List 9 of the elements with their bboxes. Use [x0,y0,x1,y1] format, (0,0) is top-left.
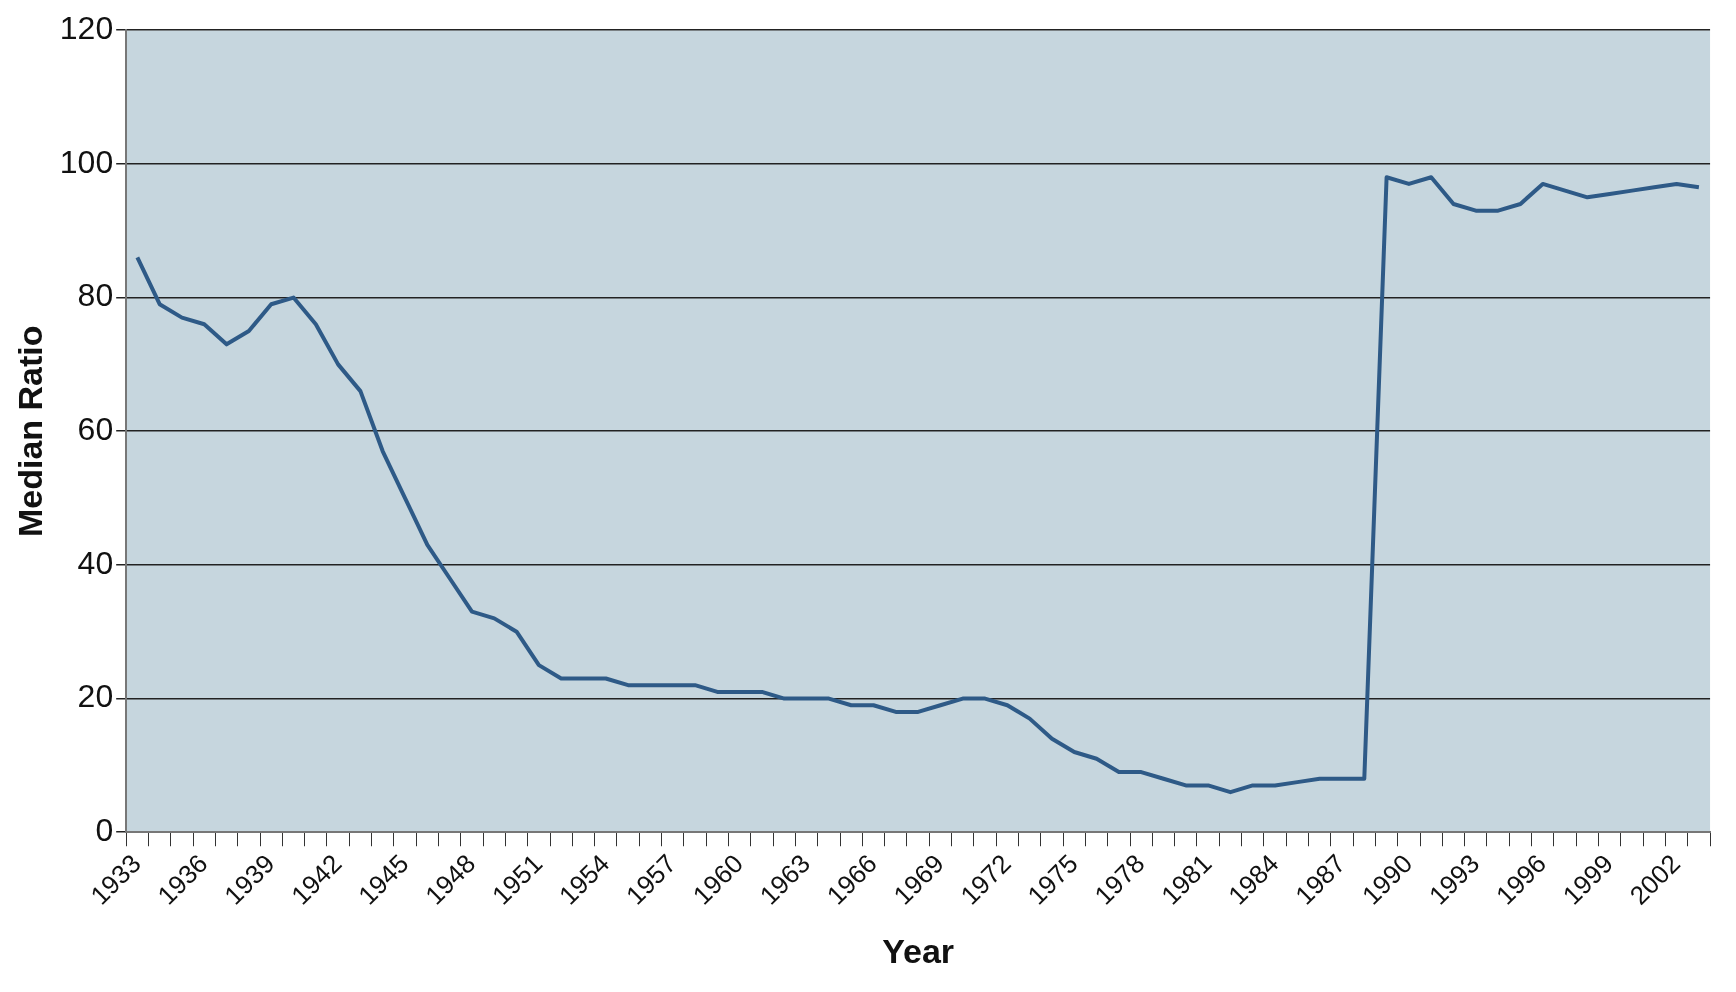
y-tick-label: 0 [95,812,114,849]
y-tick-label: 100 [59,143,114,180]
x-axis-title: Year [882,931,955,970]
y-tick-label: 120 [59,10,114,47]
y-tick-label: 20 [77,678,114,715]
y-tick-label: 80 [77,277,114,314]
y-tick-label: 60 [77,411,114,448]
y-axis-title: Median Ratio [10,325,49,538]
y-tick-label: 40 [77,544,114,581]
